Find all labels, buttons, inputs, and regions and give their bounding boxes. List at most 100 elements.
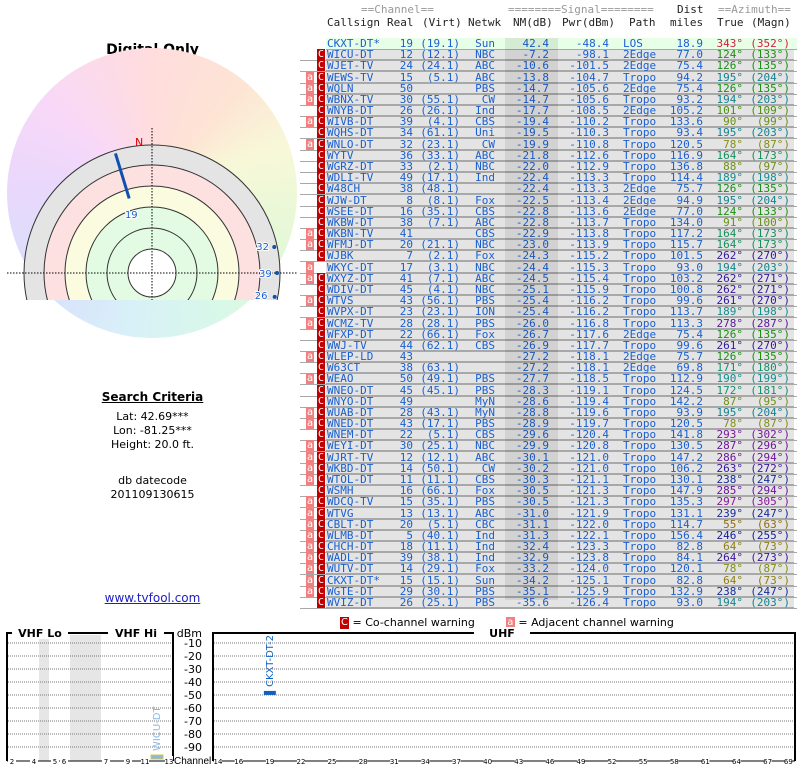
cell-netwk: NBC [475,439,495,453]
table-row[interactable]: WEWS-TV 15 (5.1) ABC -13.8 -104.7 Tropo 94.2 195… [300,71,797,84]
cell-az-true: 195° [716,126,744,140]
cell-az-true: 55° [723,517,743,531]
cell-pwr: -121.9 [569,506,609,520]
table-row[interactable]: WFMJ-DT 20 (21.1) NBC -23.0 -113.9 Tropo 115.7 1… [300,239,797,252]
table-row[interactable]: WJW-DT 8 (8.1) Fox -22.5 -113.4 2Edge 94.9 195° (… [300,193,797,207]
table-row[interactable]: CKXT-DT* 19 (19.1) Sun 42.4 -48.4 LOS 18.9 343° (… [326,38,797,50]
true-header[interactable]: True [717,16,744,29]
table-row[interactable]: WNYB-DT 26 (26.1) Ind -17.7 -108.5 2Edge 105.2 1… [300,105,797,118]
table-row[interactable]: WVPX-DT 23 (23.1) ION -25.4 -116.2 Tropo 113.7 1… [300,305,797,319]
x-tick-label: 16 [234,758,243,766]
table-row[interactable]: WKYC-DT 17 (3.1) NBC -24.4 -115.3 Tropo 93.0 194… [300,261,797,274]
cell-miles: 69.8 [676,361,704,375]
cell-netwk: CW [481,461,495,475]
table-row[interactable]: WUAB-DT 28 (43.1) MyN -28.8 -119.6 Tropo 93.9 19… [300,405,797,419]
pwr-header[interactable]: Pwr(dBm) [562,16,615,29]
x-tick-label: 11 [141,758,150,766]
adjacent-warning-flag: a [306,261,314,273]
table-row[interactable]: WSEE-DT 16 (35.1) CBS -22.8 -113.6 2Edge 77.0 12… [300,204,797,218]
cell-az-magn: (173°) [750,227,790,241]
table-row[interactable]: WNLO-DT 32 (23.1) CW -19.9 -110.8 Tropo 120.5 78… [300,137,797,151]
cell-miles: 156.4 [669,528,703,542]
table-row[interactable]: WUTV-DT 14 (29.1) Fox -33.2 -124.0 Tropo 120.1 7… [300,563,797,576]
table-row[interactable]: WGRZ-DT 33 (2.1) NBC -22.0 -112.9 Tropo 136.8 88… [300,159,797,173]
tvfool-link[interactable]: www.tvfool.com [104,591,201,605]
table-row[interactable]: WYTV 36 (33.1) ABC -21.8 -112.6 Tropo 116.9 164°… [300,148,797,162]
table-row[interactable]: CBLT-DT 20 (5.1) CBC -31.1 -122.0 Tropo 114.7 55… [300,517,797,531]
cell-path: 2Edge [623,204,657,218]
cell-az-true: 246° [716,528,744,542]
cell-az-magn: (100°) [750,215,790,229]
table-row[interactable]: WWJ-TV 44 (62.1) CBS -26.9 -117.7 Tropo 99.6 261… [300,339,797,352]
cell-real: 12 [399,450,413,464]
cell-pwr: -119.6 [569,405,609,419]
table-row[interactable]: WKBW-DT 38 (7.1) ABC -22.8 -113.7 Tropo 134.0 91… [300,215,797,229]
table-row[interactable]: WQLN 50 PBS -14.7 -105.6 2Edge 75.4 126° (135°) a… [300,81,797,95]
table-row[interactable]: WEAO 50 (49.1) PBS -27.7 -118.5 Tropo 112.9 190°… [300,373,797,386]
cell-netwk: Fox [475,193,495,207]
cell-virt: (23.1) [420,305,460,319]
table-row[interactable]: WNEM-DT 22 (5.1) CBS -29.6 -120.4 Tropo 141.8 29… [300,429,797,442]
table-row[interactable]: CHCH-DT 18 (11.1) Ind -32.4 -123.3 Tropo 82.8 64… [300,541,797,554]
table-row[interactable]: WDIV-DT 45 (4.1) NBC -25.1 -115.9 Tropo 100.8 26… [300,283,797,296]
cell-az-true: 78° [723,137,743,151]
tick-bg [234,756,243,765]
table-row[interactable]: WCMZ-TV 28 (28.1) PBS -26.0 -116.8 Tropo 113.3 2… [300,316,797,330]
path-header[interactable]: Path [629,16,656,29]
table-row[interactable]: WNED-DT 43 (17.1) PBS -28.9 -119.7 Tropo 120.5 7… [300,418,797,431]
x-tick-label: 49 [576,758,585,766]
table-row[interactable]: WLEP-LD 43 -27.2 -118.1 2Edge 75.7 126° (135°) a… [300,351,797,364]
tick-bg [483,756,492,765]
table-row[interactable]: WDLI-TV 49 (17.1) Ind -22.4 -113.3 Tropo 114.4 1… [300,172,797,185]
x-tick-label: 9 [126,758,130,766]
table-row[interactable]: WVIZ-DT 26 (25.1) PBS -35.6 -126.4 Tropo 93.0 19… [300,597,797,609]
cell-miles: 75.4 [676,59,704,73]
cell-az-magn: (203°) [750,126,790,140]
table-row[interactable]: WXYZ-DT 41 (7.1) ABC -24.5 -115.4 Tropo 103.2 26… [300,272,797,285]
nm-header[interactable]: NM(dB) [513,16,553,29]
table-row[interactable]: WICU-DT 12 (12.1) NBC -7.2 -98.1 2Edge 77.0 124°… [300,49,797,62]
tick-bg [328,756,337,765]
co-channel-warning-flag: C [317,529,325,541]
table-row[interactable]: WNEO-DT 45 (45.1) PBS -28.3 -119.1 Tropo 124.5 1… [300,384,797,397]
table-row[interactable]: CKXT-DT* 15 (15.1) Sun -34.2 -125.1 Tropo 82.8 6… [300,574,797,587]
cell-netwk: PBS [475,81,495,95]
table-row[interactable]: WJBK 7 (2.1) Fox -24.3 -115.2 Tropo 101.5 262° (2… [300,250,797,263]
real-header[interactable]: Real [387,16,414,29]
co-channel-warning-flag: C [317,485,325,497]
x-tick-label: 5 [53,758,57,766]
cell-nm: -27.2 [515,361,549,375]
table-row[interactable]: WIVB-DT 39 (4.1) CBS -19.4 -110.2 Tropo 133.6 90… [300,116,797,129]
cell-virt: (2.1) [426,159,460,173]
cell-az-magn: (287°) [750,316,790,330]
table-row[interactable]: WADL-DT 39 (38.1) Ind -32.9 -123.8 Tropo 84.1 26… [300,552,797,565]
table-row[interactable]: W63CT 38 (63.1) -27.2 -118.1 2Edge 69.8 171° (18… [300,361,797,375]
table-row[interactable]: WTOL-DT 11 (11.1) CBS -30.3 -121.1 Tropo 130.1 2… [300,474,797,487]
table-row[interactable]: WLMB-DT 5 (40.1) Ind -31.3 -122.1 Tropo 156.4 24… [300,528,797,542]
table-row[interactable]: WEYI-DT 30 (25.1) NBC -29.9 -120.8 Tropo 130.5 2… [300,439,797,453]
table-row[interactable]: WTVG 13 (13.1) ABC -31.0 -121.9 Tropo 131.1 239°… [300,506,797,520]
table-row[interactable]: WBNX-TV 30 (55.1) CW -14.7 -105.6 Tropo 93.2 194… [300,93,797,106]
miles-header[interactable]: miles [670,16,704,29]
table-row[interactable]: W48CH 38 (48.1) -22.4 -113.3 2Edge 75.7 126° (13… [300,183,797,196]
table-row[interactable]: WTVS 43 (56.1) PBS -25.4 -116.2 Tropo 99.6 261° (… [300,295,797,308]
table-row[interactable]: WJET-TV 24 (24.1) ABC -10.6 -101.5 2Edge 75.4 12… [300,59,797,73]
table-row[interactable]: WQHS-DT 34 (61.1) Uni -19.5 -110.3 Tropo 93.4 19… [300,126,797,140]
virt-header[interactable]: (Virt) [422,16,462,29]
table-row[interactable]: WGTE-DT 29 (30.1) PBS -35.1 -125.9 Tropo 132.9 2… [300,585,797,598]
magn-header[interactable]: (Magn) [751,16,791,29]
table-row[interactable]: WNYO-DT 49 MyN -28.6 -119.4 Tropo 142.2 87° (95°… [300,395,797,408]
table-row[interactable]: WSMH 16 (66.1) Fox -30.5 -121.3 Tropo 147.9 285°… [300,485,797,498]
table-row[interactable]: WJRT-TV 12 (12.1) ABC -30.1 -121.0 Tropo 147.2 2… [300,450,797,464]
table-row[interactable]: WKBD-DT 14 (50.1) CW -30.2 -121.0 Tropo 106.2 26… [300,461,797,475]
netwk-header[interactable]: Netwk [468,16,502,29]
table-row[interactable]: WFXP-DT 22 (66.1) Fox -26.7 -117.6 2Edge 75.4 12… [300,328,797,341]
callsign-header[interactable]: Callsign [327,16,380,29]
table-row[interactable]: WDCQ-TV 15 (35.1) PBS -30.5 -121.3 Tropo 135.3 2… [300,495,797,509]
adjacent-warning-flag: a [306,228,314,240]
x-tick-label: 22 [296,758,305,766]
table-row[interactable]: WKBN-TV 41 CBS -22.9 -113.8 Tropo 117.2 164° (17… [300,227,797,241]
cell-az-true: 297° [716,495,744,509]
cell-path: Tropo [623,148,657,162]
co-channel-warning-flag: C [317,205,325,217]
